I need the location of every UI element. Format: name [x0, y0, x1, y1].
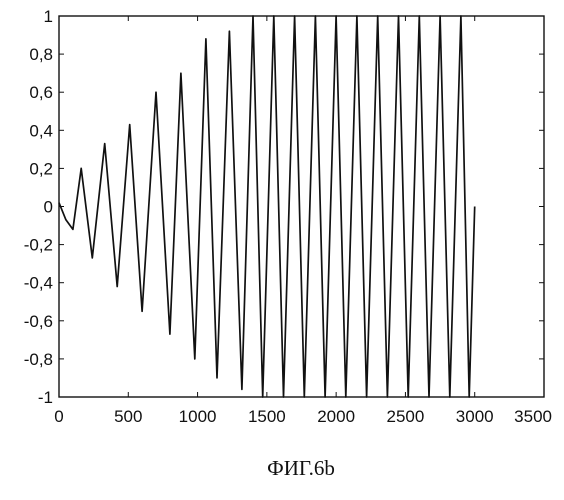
y-tick-label: 1 [44, 7, 53, 26]
y-axis-ticks: -1 -0,8 -0,6 -0,4 -0,2 0 0,2 0,4 0,6 0,8 1 [24, 7, 544, 407]
y-tick-label: 0,4 [29, 121, 53, 140]
series-line [59, 16, 475, 397]
y-tick-label: -1 [38, 388, 53, 407]
x-tick-label: 500 [114, 407, 142, 426]
x-tick-label: 3500 [514, 407, 552, 426]
y-tick-label: -0,8 [24, 350, 53, 369]
y-tick-label: 0,2 [29, 159, 53, 178]
y-tick-label: 0 [44, 198, 53, 217]
x-tick-label: 2500 [387, 407, 425, 426]
y-tick-label: -0,6 [24, 312, 53, 331]
y-tick-label: -0,2 [24, 236, 53, 255]
figure-caption: ФИГ.6b [267, 456, 335, 480]
y-tick-label: 0,8 [29, 45, 53, 64]
x-tick-label: 2000 [317, 407, 355, 426]
y-tick-label: -0,4 [24, 274, 53, 293]
x-tick-label: 1000 [179, 407, 217, 426]
x-tick-label: 1500 [248, 407, 286, 426]
x-tick-label: 3000 [456, 407, 494, 426]
plot-area [59, 16, 475, 397]
x-tick-label: 0 [54, 407, 63, 426]
y-tick-label: 0,6 [29, 83, 53, 102]
